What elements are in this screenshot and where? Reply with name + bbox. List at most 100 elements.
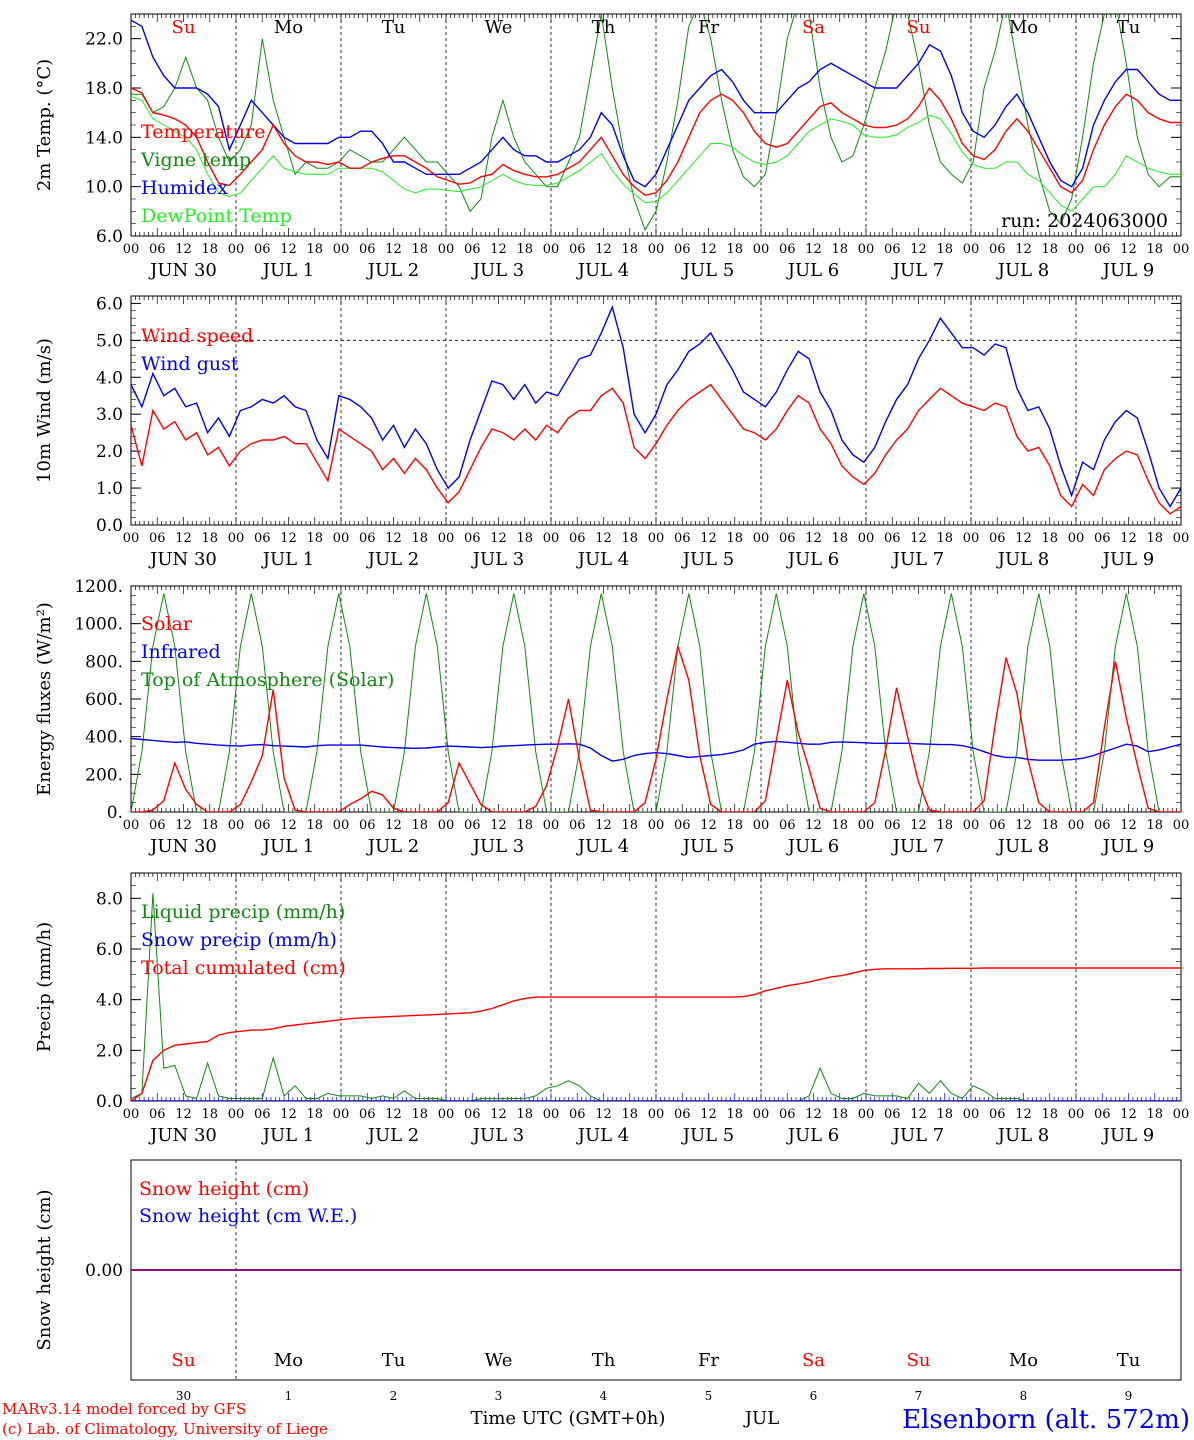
hour-label: 12 [700,1107,717,1122]
hour-label: 00 [228,531,245,546]
hour-label: 12 [385,818,402,833]
run-label: run: 2024063000 [1001,210,1168,232]
hour-label: 12 [910,818,927,833]
hour-label: 12 [700,818,717,833]
date-label: JUL 6 [786,836,840,857]
hour-label: 12 [805,818,822,833]
y-axis-label: Energy fluxes (W/m²) [34,602,55,796]
series-line-dewpoint-temp [131,96,1181,212]
weekday-label: We [485,17,513,38]
hour-label: 12 [280,1107,297,1122]
date-label: JUN 30 [148,836,217,857]
hour-label: 18 [936,1107,953,1122]
hour-label: 06 [674,818,691,833]
y-tick-label: 0.0 [96,1092,123,1112]
hour-label: 12 [1120,242,1137,257]
weekday-label: Tu [382,17,406,38]
series-line-wind-gust [131,304,1181,508]
weekday-label: Su [907,1350,931,1371]
hour-label: 00 [333,242,350,257]
hour-label: 00 [333,531,350,546]
weekday-label: Su [172,17,196,38]
hour-label: 18 [936,242,953,257]
hour-label: 00 [963,818,980,833]
hour-label: 06 [884,242,901,257]
series-line-temperature [131,86,1181,197]
date-label: JUL 3 [471,836,525,857]
hour-label: 18 [1041,818,1058,833]
hour-label: 18 [1041,1107,1058,1122]
hour-label: 06 [779,818,796,833]
y-tick-label: 1000. [74,615,123,635]
hour-label: 06 [464,531,481,546]
legend-entry: Liquid precip (mm/h) [141,901,345,923]
day-number: 6 [810,1389,818,1403]
hour-label: 00 [123,818,140,833]
hour-label: 12 [805,531,822,546]
weekday-label: Su [172,1350,196,1371]
legend-entry: Wind speed [141,325,253,347]
y-tick-label: 6.0 [96,294,123,314]
hour-label: 00 [858,818,875,833]
hour-label: 18 [306,531,323,546]
hour-label: 18 [411,242,428,257]
date-label: JUL 1 [261,836,315,857]
hour-label: 12 [1015,818,1032,833]
hour-label: 18 [411,531,428,546]
weekday-label: Tu [1117,17,1141,38]
hour-label: 00 [438,818,455,833]
series-line-infrared [131,737,1181,762]
date-label: JUL 6 [786,549,840,570]
hour-label: 12 [1120,531,1137,546]
hour-label: 00 [753,242,770,257]
date-label: JUL 4 [576,1125,630,1146]
date-label: JUL 9 [1101,260,1155,281]
weekday-label: Su [907,17,931,38]
hour-label: 00 [438,242,455,257]
hour-label: 18 [936,818,953,833]
weekday-label: Sa [802,17,825,38]
date-label: JUL 5 [681,1125,735,1146]
date-label: JUL 5 [681,549,735,570]
date-label: JUL 3 [471,260,525,281]
legend-entry: Humidex [141,177,228,199]
hour-label: 12 [280,242,297,257]
date-label: JUL 8 [996,549,1050,570]
legend-entry: Top of Atmosphere (Solar) [141,669,394,691]
y-tick-label: 6.0 [96,227,123,247]
date-label: JUL 9 [1101,549,1155,570]
date-label: JUN 30 [148,549,217,570]
hour-label: 00 [228,242,245,257]
y-axis-label: Precip (mm/h) [34,922,55,1052]
hour-label: 18 [1146,1107,1163,1122]
date-label: JUL 4 [576,836,630,857]
hour-label: 00 [858,242,875,257]
hour-label: 00 [1068,242,1085,257]
legend-entry: Temperature [141,121,265,143]
date-label: JUL 3 [471,549,525,570]
hour-label: 18 [306,242,323,257]
hour-label: 00 [1068,1107,1085,1122]
date-label: JUN 30 [148,260,217,281]
hour-label: 12 [490,818,507,833]
hour-label: 00 [1173,1107,1190,1122]
hour-label: 12 [280,531,297,546]
hour-label: 06 [674,242,691,257]
hour-label: 00 [648,531,665,546]
hour-label: 06 [464,242,481,257]
hour-label: 12 [1120,1107,1137,1122]
series-line-humidex [131,19,1181,188]
day-number: 4 [600,1389,608,1403]
date-label: JUL 5 [681,836,735,857]
hour-label: 06 [359,818,376,833]
y-axis-label: 10m Wind (m/s) [34,338,55,483]
date-label: JUL 7 [891,260,945,281]
weekday-label: Mo [274,17,303,38]
hour-label: 00 [438,1107,455,1122]
hour-label: 12 [175,818,192,833]
day-number: 9 [1125,1389,1133,1403]
hour-label: 18 [411,1107,428,1122]
hour-label: 06 [569,818,586,833]
hour-label: 18 [516,531,533,546]
hour-label: 18 [726,531,743,546]
